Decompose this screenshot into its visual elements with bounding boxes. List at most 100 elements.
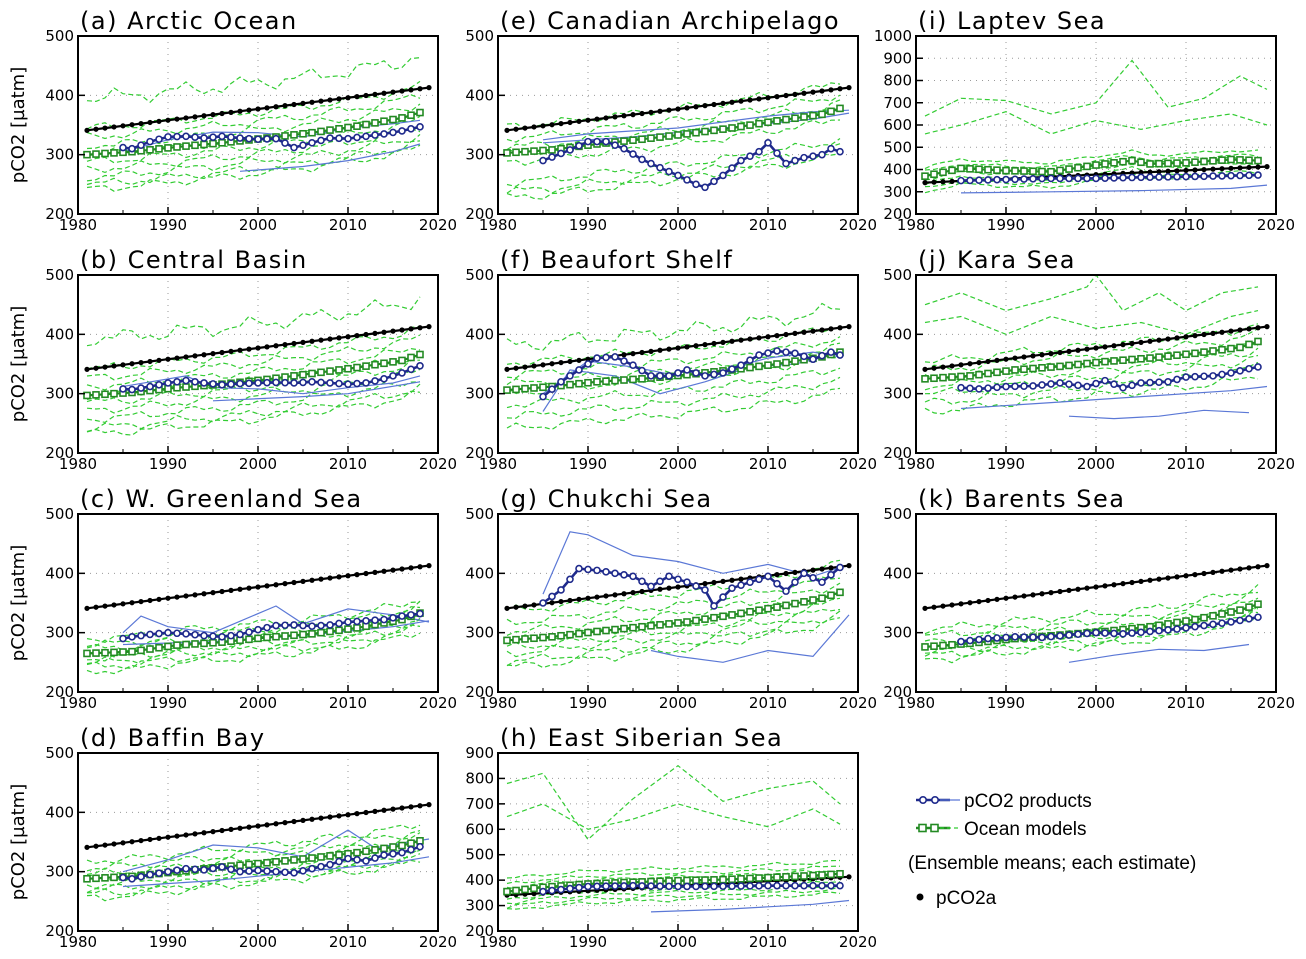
atm-point [522, 125, 528, 131]
atm-point [603, 115, 609, 121]
products-mean-point [557, 377, 565, 386]
products-mean-point [728, 164, 736, 172]
products-mean-point [1101, 629, 1109, 637]
models-mean-point [957, 372, 965, 381]
model-member-line [506, 376, 841, 419]
models-mean-point [110, 873, 118, 882]
y-tick-label: 200 [45, 683, 74, 701]
atm-point [381, 568, 387, 574]
products-mean-point [746, 882, 754, 890]
model-member-line [86, 632, 421, 675]
atm-point [756, 96, 762, 102]
models-mean-point [83, 649, 91, 658]
y-tick-label: 500 [45, 266, 74, 284]
models-mean-point [1173, 159, 1181, 167]
atm-point [994, 596, 1000, 602]
products-mean-line [122, 845, 421, 881]
atm-point [138, 598, 144, 605]
models-mean-point [620, 137, 628, 145]
products-mean-point [638, 155, 646, 164]
products-mean-point [818, 881, 826, 890]
atm-point [1066, 587, 1072, 593]
model-member-line [86, 859, 421, 902]
atm-point [210, 351, 216, 357]
models-mean-point [1065, 165, 1073, 173]
products-mean-point [308, 377, 316, 386]
atm-point [300, 817, 306, 823]
products-mean-point [218, 863, 226, 871]
models-mean-point [665, 620, 673, 628]
models-mean-point [1101, 160, 1109, 168]
products-mean-point [335, 857, 343, 866]
product-member-line [960, 184, 1268, 194]
products-mean-point [290, 379, 298, 387]
atm-point [648, 109, 654, 115]
y-tick-label: 600 [883, 116, 912, 134]
atm-point [513, 365, 519, 371]
atm-point [417, 86, 423, 92]
atm-point [336, 813, 342, 819]
atm-point [336, 574, 342, 580]
products-mean-point [308, 139, 316, 147]
atm-point [1156, 576, 1162, 582]
y-tick-label: 300 [883, 624, 912, 642]
products-mean-point [281, 378, 289, 387]
panel-title: (c) W. Greenland Sea [80, 485, 363, 513]
atm-point [147, 119, 153, 126]
atm-point [120, 601, 126, 607]
atm-point [156, 596, 162, 602]
atm-point [828, 565, 834, 571]
models-mean-point [1128, 355, 1136, 364]
atm-point [711, 340, 717, 347]
models-mean-point [966, 372, 974, 380]
models-mean-point [281, 857, 289, 865]
model-member-line [924, 605, 1259, 657]
products-mean-point [1128, 173, 1136, 182]
products-mean-point [1137, 628, 1145, 637]
legend-models-label: Ocean models [964, 819, 1087, 840]
atm-point [819, 88, 825, 94]
x-tick-label: 2010 [329, 933, 367, 951]
products-mean-point [254, 625, 262, 634]
models-mean-point [948, 373, 956, 381]
products-mean-point [1137, 379, 1145, 387]
model-member-line [506, 610, 841, 667]
models-mean-point [182, 640, 190, 649]
grid [916, 275, 1276, 453]
models-mean-point [948, 640, 956, 649]
products-mean-point [539, 156, 547, 165]
x-tick-label: 1990 [987, 455, 1025, 473]
products-mean-point [1065, 174, 1073, 183]
products-mean-point [209, 632, 217, 641]
models-mean-point [800, 598, 808, 606]
x-tick-label: 2000 [659, 933, 697, 951]
atm-point [129, 600, 135, 606]
models-mean-point [1011, 366, 1019, 374]
atm-point [504, 605, 510, 611]
atm-point [318, 98, 324, 104]
models-mean-point [791, 114, 799, 123]
products-mean-point [236, 134, 244, 142]
atm-point [531, 891, 537, 897]
atm-point [219, 588, 225, 595]
atm-point [183, 832, 189, 838]
models-mean-point [620, 624, 628, 633]
atm-point [657, 108, 663, 114]
products-mean-point [236, 379, 244, 388]
products-mean-point [407, 365, 415, 374]
atm-point [1246, 164, 1252, 171]
model-member-line [86, 849, 421, 894]
models-mean-point [503, 887, 511, 896]
atm-point [774, 333, 780, 339]
atm-point [1183, 167, 1189, 174]
atm-point [111, 602, 117, 608]
panel-9: 1980 1990 2000 2010 2020 200 300 400 500 (j) Kara… [883, 246, 1295, 473]
models-mean-point [1245, 156, 1253, 165]
atm-point [174, 594, 180, 600]
models-mean-point [566, 630, 574, 639]
atm-point [940, 179, 946, 185]
products-mean-point [209, 380, 217, 388]
products-mean-point [1074, 381, 1082, 390]
x-tick-label: 2020 [839, 694, 877, 712]
atm-point [985, 597, 991, 604]
